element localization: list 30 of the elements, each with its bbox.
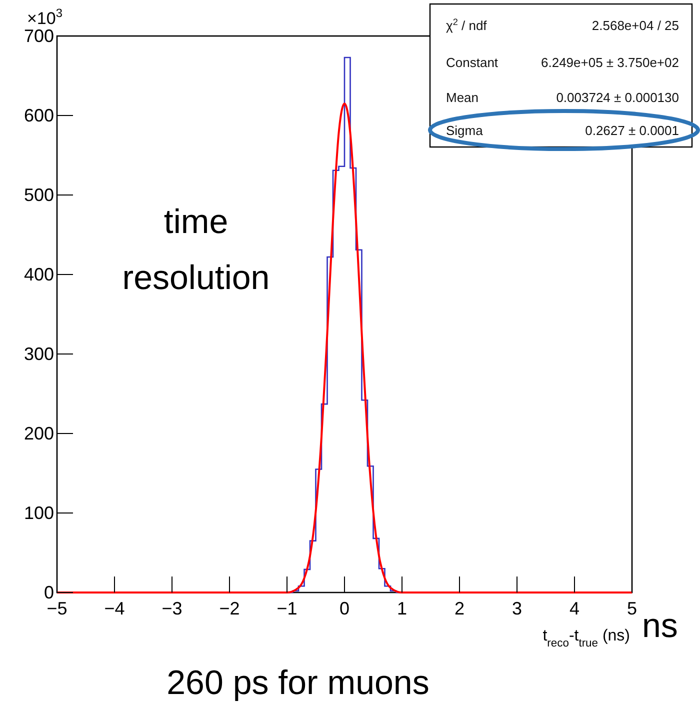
text: 2.568e+04 / 25 (592, 18, 679, 33)
annotation: 0.2627 ± 0.0001 (585, 123, 679, 138)
x-tick-label: −2 (219, 598, 240, 618)
y-tick-label: 600 (24, 106, 54, 126)
annotation: 0.003724 ± 0.000130 (556, 90, 679, 105)
x-tick-label: −1 (276, 598, 298, 618)
annotation: Constant (446, 55, 498, 70)
y-tick-label: 200 (24, 424, 54, 444)
x-axis-title: t$_{reco}$-t$_{true}$ (ns) (542, 628, 630, 650)
x-tick-label: −4 (104, 598, 125, 618)
y-tick-label: 300 (24, 344, 54, 364)
x-tick-label: 4 (569, 598, 580, 618)
text: 260 ps for muons (166, 664, 430, 702)
annotation: Mean (446, 90, 479, 105)
annotation: 6.249e+05 ± 3.750e+02 (541, 55, 679, 70)
x-tick-label: 1 (396, 598, 408, 618)
text: ns (642, 607, 678, 645)
text: χ$^{2}$ / ndf (446, 17, 488, 33)
y-tick-label: 400 (24, 264, 54, 284)
annotation: Sigma (446, 123, 484, 138)
y-tick-label: 100 (24, 503, 54, 523)
text: ×10$^{3}$ (27, 6, 63, 28)
x-tick-label: 2 (454, 598, 465, 618)
x-tick-label: −3 (162, 598, 182, 618)
annotation: time resolution (122, 203, 270, 297)
x-tick-label: 5 (626, 598, 638, 618)
x-tick-label: 0 (339, 598, 350, 618)
y-tick-label: 700 (24, 26, 54, 46)
y-tick-label: 500 (24, 185, 54, 205)
x-tick-label: 3 (512, 598, 522, 618)
